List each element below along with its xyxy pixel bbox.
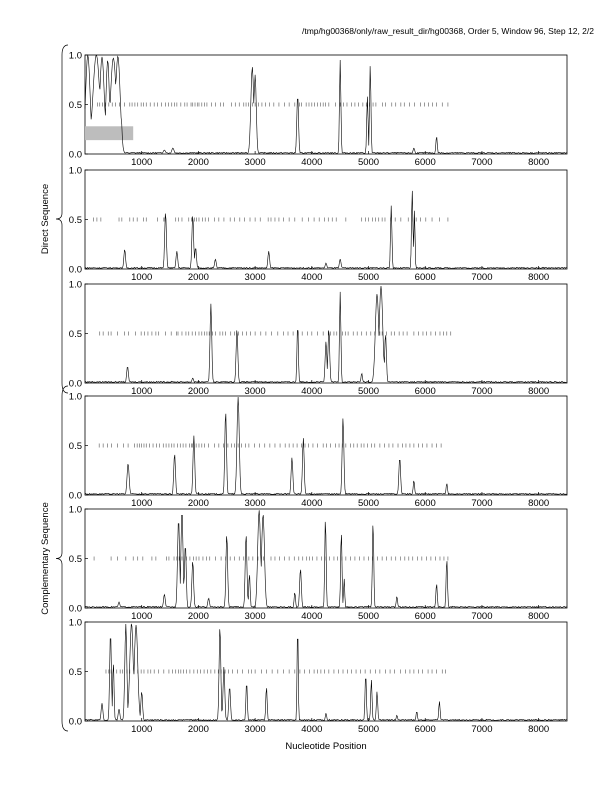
profile-line: [84, 54, 567, 155]
x-tick-label: 2000: [188, 157, 209, 168]
y-tick-label: 0.5: [69, 667, 82, 678]
x-tick-label: 2000: [188, 386, 209, 397]
y-tick-label: 0.5: [69, 100, 82, 111]
x-axis-label: Nucleotide Position: [285, 741, 366, 752]
y-tick-label: 0.0: [69, 150, 82, 161]
x-tick-label: 2000: [188, 498, 209, 509]
panel-frame: [84, 621, 568, 722]
x-tick-label: 4000: [301, 272, 322, 283]
panel-5: 0.0 0.5 1.0 1000 2000 3000 4000 5000 6000 7000 800…: [69, 505, 568, 622]
profile-line: [84, 623, 567, 722]
x-tick-label: 8000: [528, 611, 549, 622]
x-tick-label: 6000: [415, 157, 436, 168]
group-brace: [55, 44, 69, 394]
y-tick-label: 0.0: [69, 265, 82, 276]
y-tick-label: 1.0: [69, 51, 82, 62]
highlight-region: [85, 126, 134, 141]
x-tick-label: 2000: [188, 272, 209, 283]
x-tick-label: 7000: [471, 272, 492, 283]
panel-6: 0.0 0.5 1.0 1000 2000 3000 4000 5000 6000 7000 800…: [69, 618, 568, 735]
profile-line: [84, 396, 567, 495]
y-tick-label: 0.5: [69, 554, 82, 565]
y-tick-label: 1.0: [69, 392, 82, 403]
y-tick-label: 0.0: [69, 379, 82, 390]
x-tick-label: 1000: [131, 724, 152, 735]
panel-frame: [84, 395, 568, 496]
y-tick-label: 0.5: [69, 329, 82, 340]
x-tick-label: 7000: [471, 498, 492, 509]
x-tick-label: 3000: [245, 272, 266, 283]
y-tick-label: 1.0: [69, 166, 82, 177]
x-tick-label: 5000: [358, 498, 379, 509]
x-tick-label: 6000: [415, 498, 436, 509]
x-tick-label: 4000: [301, 498, 322, 509]
x-tick-label: 6000: [415, 724, 436, 735]
y-tick-label: 0.0: [69, 491, 82, 502]
x-tick-label: 4000: [301, 157, 322, 168]
x-tick-label: 7000: [471, 611, 492, 622]
panel-3: 0.0 0.5 1.0 1000 2000 3000 4000 5000 6000 7000 800…: [69, 280, 568, 397]
x-tick-label: 1000: [131, 498, 152, 509]
panel-1: 0.0 0.5 1.0 1000 2000 3000 4000 5000 6000 7000 800…: [69, 51, 568, 168]
profile-line: [84, 510, 567, 609]
group-2: Complementary Sequence: [40, 385, 69, 732]
x-tick-label: 3000: [245, 498, 266, 509]
profile-line: [84, 190, 567, 270]
y-tick-label: 0.0: [69, 717, 82, 728]
x-tick-label: 8000: [528, 386, 549, 397]
x-tick-label: 5000: [358, 157, 379, 168]
panel-2: 0.0 0.5 1.0 1000 2000 3000 4000 5000 6000 7000 800…: [69, 166, 568, 283]
x-tick-label: 4000: [301, 724, 322, 735]
panels-group: 0.0 0.5 1.0 1000 2000 3000 4000 5000 6000 7000 800…: [69, 51, 568, 735]
group-brackets: Direct Sequence Complementary Sequence: [40, 44, 69, 732]
x-tick-label: 6000: [415, 611, 436, 622]
y-tick-label: 0.0: [69, 604, 82, 615]
x-tick-label: 8000: [528, 724, 549, 735]
x-tick-label: 5000: [358, 272, 379, 283]
x-tick-label: 1000: [131, 611, 152, 622]
x-tick-label: 3000: [245, 386, 266, 397]
group-label: Direct Sequence: [40, 184, 51, 254]
x-tick-label: 5000: [358, 611, 379, 622]
x-tick-label: 8000: [528, 272, 549, 283]
group-brace: [55, 385, 69, 732]
group-1: Direct Sequence: [40, 44, 69, 394]
x-tick-label: 6000: [415, 386, 436, 397]
y-tick-label: 1.0: [69, 280, 82, 291]
x-tick-label: 7000: [471, 724, 492, 735]
x-tick-label: 1000: [131, 386, 152, 397]
x-tick-label: 8000: [528, 498, 549, 509]
y-tick-label: 1.0: [69, 505, 82, 516]
x-tick-label: 7000: [471, 157, 492, 168]
y-tick-label: 0.5: [69, 215, 82, 226]
x-tick-label: 5000: [358, 724, 379, 735]
x-tick-label: 5000: [358, 386, 379, 397]
x-tick-label: 1000: [131, 157, 152, 168]
x-tick-label: 6000: [415, 272, 436, 283]
x-tick-label: 2000: [188, 611, 209, 622]
x-tick-label: 2000: [188, 724, 209, 735]
x-tick-label: 3000: [245, 157, 266, 168]
group-label: Complementary Sequence: [40, 502, 51, 614]
x-tick-label: 4000: [301, 386, 322, 397]
x-tick-label: 3000: [245, 611, 266, 622]
profile-line: [84, 285, 567, 384]
file-path-header: /tmp/hg00368/only/raw_result_dir/hg00368…: [301, 26, 594, 36]
x-tick-label: 3000: [245, 724, 266, 735]
panel-4: 0.0 0.5 1.0 1000 2000 3000 4000 5000 6000 7000 800…: [69, 392, 568, 509]
x-tick-label: 8000: [528, 157, 549, 168]
x-tick-label: 4000: [301, 611, 322, 622]
y-tick-label: 0.5: [69, 441, 82, 452]
panel-frame: [84, 283, 568, 384]
y-tick-label: 1.0: [69, 618, 82, 629]
x-tick-label: 7000: [471, 386, 492, 397]
x-tick-label: 1000: [131, 272, 152, 283]
